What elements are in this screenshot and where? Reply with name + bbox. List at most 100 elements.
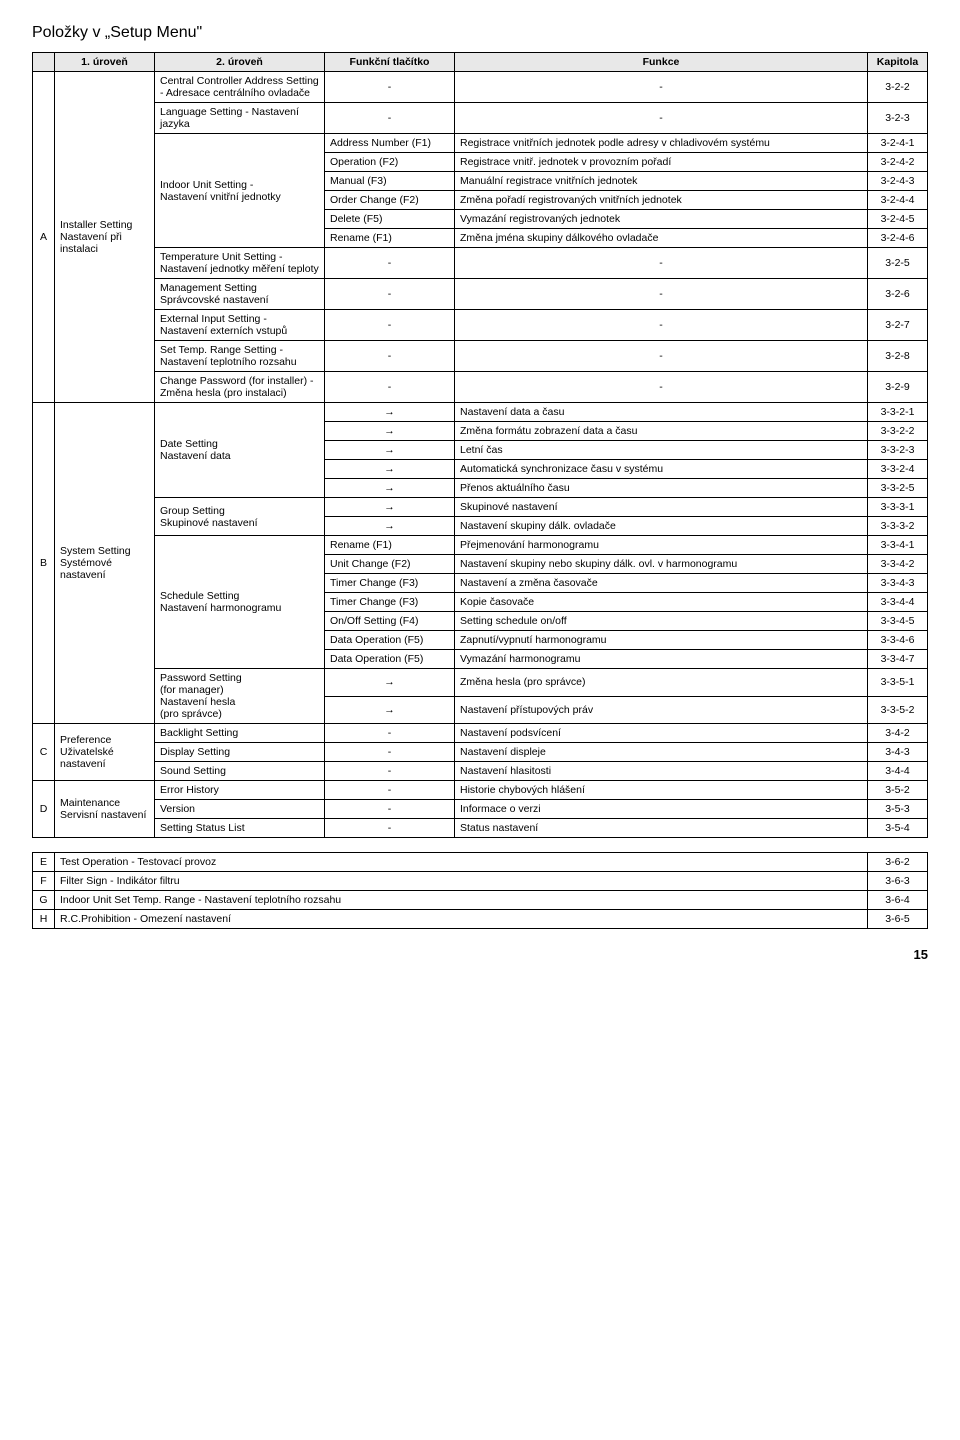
cell-func: Změna jména skupiny dálkového ovladače bbox=[455, 229, 868, 248]
cell-chapter: 3-2-8 bbox=[868, 341, 928, 372]
setup-menu-table: 1. úroveň 2. úroveň Funkční tlačítko Fun… bbox=[32, 52, 928, 838]
header-chap: Kapitola bbox=[868, 53, 928, 72]
table-row: HR.C.Prohibition - Omezení nastavení3-6-… bbox=[33, 910, 928, 929]
cell-chapter: 3-3-4-5 bbox=[868, 612, 928, 631]
cell-button: - bbox=[325, 762, 455, 781]
header-func: Funkce bbox=[455, 53, 868, 72]
cell-button: - bbox=[325, 819, 455, 838]
section-lvl1: MaintenanceServisní nastavení bbox=[55, 781, 155, 838]
cell-button: - bbox=[325, 743, 455, 762]
table-row: Indoor Unit Setting -Nastavení vnitřní j… bbox=[33, 134, 928, 153]
cell-chapter: 3-4-2 bbox=[868, 724, 928, 743]
cell-chapter: 3-2-7 bbox=[868, 310, 928, 341]
cell-chapter: 3-5-2 bbox=[868, 781, 928, 800]
cell-func: Status nastavení bbox=[455, 819, 868, 838]
cell-button: Delete (F5) bbox=[325, 210, 455, 229]
cell-func: - bbox=[455, 248, 868, 279]
section-letter: B bbox=[33, 403, 55, 724]
cell-chapter: 3-5-3 bbox=[868, 800, 928, 819]
cell-chapter: 3-3-5-1 bbox=[868, 669, 928, 697]
cell-chapter: 3-3-2-1 bbox=[868, 403, 928, 422]
cell-lvl2: Language Setting - Nastavení jazyka bbox=[155, 103, 325, 134]
cell-button: → bbox=[325, 422, 455, 441]
section-letter: H bbox=[33, 910, 55, 929]
cell-chapter: 3-2-6 bbox=[868, 279, 928, 310]
page-number: 15 bbox=[32, 947, 928, 962]
table-row: GIndoor Unit Set Temp. Range - Nastavení… bbox=[33, 891, 928, 910]
table-row: DMaintenanceServisní nastaveníError Hist… bbox=[33, 781, 928, 800]
cell-button: Data Operation (F5) bbox=[325, 631, 455, 650]
cell-chapter: 3-3-5-2 bbox=[868, 696, 928, 724]
cell-func: - bbox=[455, 372, 868, 403]
cell-chapter: 3-6-2 bbox=[868, 853, 928, 872]
header-lvl2: 2. úroveň bbox=[155, 53, 325, 72]
cell-lvl2: Password Setting(for manager)Nastavení h… bbox=[155, 669, 325, 724]
cell-lvl2: Temperature Unit Setting - Nastavení jed… bbox=[155, 248, 325, 279]
section-lvl1: System SettingSystémové nastavení bbox=[55, 403, 155, 724]
cell-chapter: 3-3-4-4 bbox=[868, 593, 928, 612]
cell-func: Změna pořadí registrovaných vnitřních je… bbox=[455, 191, 868, 210]
table-row: BSystem SettingSystémové nastaveníDate S… bbox=[33, 403, 928, 422]
cell-func: Nastavení podsvícení bbox=[455, 724, 868, 743]
cell-func: Nastavení hlasitosti bbox=[455, 762, 868, 781]
cell-text: Indoor Unit Set Temp. Range - Nastavení … bbox=[55, 891, 868, 910]
cell-func: Změna hesla (pro správce) bbox=[455, 669, 868, 697]
cell-chapter: 3-3-4-7 bbox=[868, 650, 928, 669]
cell-lvl2: Setting Status List bbox=[155, 819, 325, 838]
cell-button: → bbox=[325, 517, 455, 536]
cell-func: Registrace vnitřních jednotek podle adre… bbox=[455, 134, 868, 153]
cell-button: → bbox=[325, 460, 455, 479]
section-lvl1: PreferenceUživatelské nastavení bbox=[55, 724, 155, 781]
table-row: FFilter Sign - Indikátor filtru3-6-3 bbox=[33, 872, 928, 891]
cell-chapter: 3-2-4-1 bbox=[868, 134, 928, 153]
cell-lvl2: Date SettingNastavení data bbox=[155, 403, 325, 498]
cell-button: Rename (F1) bbox=[325, 536, 455, 555]
cell-chapter: 3-6-4 bbox=[868, 891, 928, 910]
cell-button: On/Off Setting (F4) bbox=[325, 612, 455, 631]
cell-lvl2: Central Controller Address Setting- Adre… bbox=[155, 72, 325, 103]
cell-button: - bbox=[325, 248, 455, 279]
table-row: Password Setting(for manager)Nastavení h… bbox=[33, 669, 928, 697]
cell-func: Změna formátu zobrazení data a času bbox=[455, 422, 868, 441]
cell-chapter: 3-2-2 bbox=[868, 72, 928, 103]
cell-button: Operation (F2) bbox=[325, 153, 455, 172]
cell-func: - bbox=[455, 103, 868, 134]
cell-button: - bbox=[325, 310, 455, 341]
cell-lvl2: Indoor Unit Setting -Nastavení vnitřní j… bbox=[155, 134, 325, 248]
header-btn: Funkční tlačítko bbox=[325, 53, 455, 72]
cell-func: - bbox=[455, 341, 868, 372]
header-blank bbox=[33, 53, 55, 72]
table-row: Setting Status List-Status nastavení3-5-… bbox=[33, 819, 928, 838]
cell-lvl2: Error History bbox=[155, 781, 325, 800]
cell-func: Nastavení a změna časovače bbox=[455, 574, 868, 593]
cell-chapter: 3-3-3-1 bbox=[868, 498, 928, 517]
cell-button: - bbox=[325, 72, 455, 103]
cell-lvl2: External Input Setting -Nastavení extern… bbox=[155, 310, 325, 341]
cell-button: Manual (F3) bbox=[325, 172, 455, 191]
cell-chapter: 3-3-4-3 bbox=[868, 574, 928, 593]
cell-func: Skupinové nastavení bbox=[455, 498, 868, 517]
table-row: Schedule SettingNastavení harmonogramuRe… bbox=[33, 536, 928, 555]
cell-func: Vymazání registrovaných jednotek bbox=[455, 210, 868, 229]
cell-button: Timer Change (F3) bbox=[325, 593, 455, 612]
cell-chapter: 3-3-2-2 bbox=[868, 422, 928, 441]
table-row: Change Password (for installer) -Změna h… bbox=[33, 372, 928, 403]
cell-chapter: 3-3-4-6 bbox=[868, 631, 928, 650]
section-lvl1: Installer SettingNastavení při instalaci bbox=[55, 72, 155, 403]
table-row: External Input Setting -Nastavení extern… bbox=[33, 310, 928, 341]
cell-func: Nastavení skupiny dálk. ovladače bbox=[455, 517, 868, 536]
page-title: Položky v „Setup Menu" bbox=[32, 24, 928, 42]
cell-lvl2: Change Password (for installer) -Změna h… bbox=[155, 372, 325, 403]
table-row: ETest Operation - Testovací provoz3-6-2 bbox=[33, 853, 928, 872]
cell-func: Letní čas bbox=[455, 441, 868, 460]
cell-button: - bbox=[325, 279, 455, 310]
cell-chapter: 3-2-4-6 bbox=[868, 229, 928, 248]
cell-func: Historie chybových hlášení bbox=[455, 781, 868, 800]
table-row: Temperature Unit Setting - Nastavení jed… bbox=[33, 248, 928, 279]
cell-text: Test Operation - Testovací provoz bbox=[55, 853, 868, 872]
table-row: Version-Informace o verzi3-5-3 bbox=[33, 800, 928, 819]
cell-chapter: 3-6-5 bbox=[868, 910, 928, 929]
cell-lvl2: Management SettingSprávcovské nastavení bbox=[155, 279, 325, 310]
cell-text: Filter Sign - Indikátor filtru bbox=[55, 872, 868, 891]
cell-button: → bbox=[325, 403, 455, 422]
